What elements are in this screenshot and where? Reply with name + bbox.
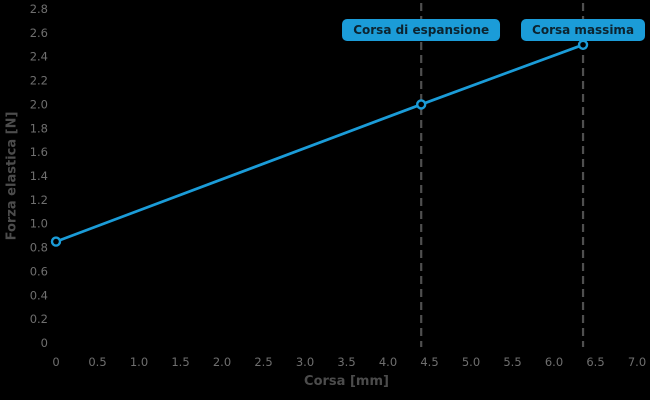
x-axis-title: Corsa [mm] [304,374,389,389]
y-tick-label: 2.0 [30,97,48,111]
x-tick-label: 6.5 [586,355,604,369]
series-line-0 [54,43,585,243]
y-axis-title: Forza elastica [N] [4,111,20,241]
data-point-marker [50,236,62,247]
y-tick-label: 1.8 [30,121,48,135]
y-tick-label: 2.4 [30,50,48,64]
y-tick-label: 0.2 [30,312,48,326]
x-tick-label: 0.5 [88,355,106,369]
x-tick-label: 3.0 [296,355,314,369]
y-tick-label: 2.2 [30,74,48,88]
x-tick-label: 6.0 [545,355,563,369]
x-tick-label: 2.0 [213,355,231,369]
x-tick-label: 5.0 [462,355,480,369]
y-tick-label: 1.6 [30,145,48,159]
data-point-marker [416,99,427,110]
x-tick-label: 3.5 [337,355,355,369]
x-tick-label: 4.0 [379,355,397,369]
annotation-badge-corsa-massima: Corsa massima [521,19,646,41]
x-tick-label: 0 [52,355,59,369]
y-tick-label: 2.6 [30,26,48,40]
y-tick-label: 1.2 [30,193,48,207]
y-tick-label: 0.4 [30,288,48,302]
y-tick-label: 0.6 [30,264,48,278]
data-point-marker [577,39,589,50]
y-tick-label: 0 [41,336,48,350]
x-tick-label: 5.5 [503,355,521,369]
x-tick-label: 4.5 [420,355,438,369]
x-tick-label: 1.0 [130,355,148,369]
x-tick-label: 7.0 [628,355,646,369]
x-tick-label: 2.5 [254,355,272,369]
x-tick-label: 1.5 [171,355,189,369]
y-tick-label: 1.0 [30,217,48,231]
y-tick-label: 1.4 [30,169,48,183]
y-tick-label: 2.8 [30,2,48,16]
y-tick-label: 0.8 [30,241,48,255]
annotation-badge-corsa-di-espansione: Corsa di espansione [342,19,501,41]
